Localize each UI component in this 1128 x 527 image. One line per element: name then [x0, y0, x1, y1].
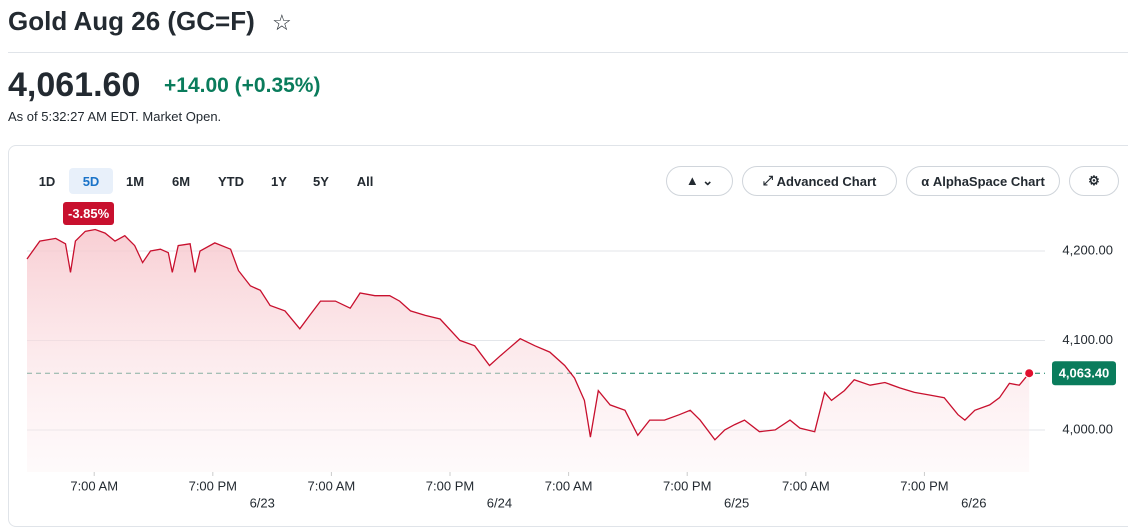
current-price-tag — [1052, 361, 1116, 386]
last-point — [1024, 368, 1035, 379]
range-button[interactable]: YTD — [218, 173, 244, 189]
y-tick-label: 4,000.00 — [1062, 421, 1113, 436]
range-button[interactable]: 6M — [171, 173, 191, 189]
x-tick-label: 7:00 PM — [189, 478, 237, 493]
area — [27, 229, 1030, 472]
change-group: +14.00 (+0.35%) — [164, 74, 320, 98]
x-tick-label: 7:00 AM — [545, 478, 593, 493]
advanced-chart-button[interactable]: ⤢ Advanced Chart — [742, 166, 897, 196]
page: Gold Aug 26 (GC=F) ☆ 4,061.60 +14.00 (+0… — [8, 6, 1128, 527]
chart: 4,000.00 4,100.00 4,200.00 7:00 AM 7:00 PM 7:… — [26, 228, 1116, 510]
x-tick-label: 7:00 AM — [308, 478, 356, 493]
watchlist-star[interactable]: ☆ — [272, 10, 292, 35]
range-button[interactable]: 1M — [125, 173, 145, 189]
x-tick-label: 7:00 AM — [782, 478, 830, 493]
current-price-label: 4,063.40 — [1059, 366, 1110, 381]
change: +14.00 — [164, 74, 229, 97]
y-tick-label: 4,200.00 — [1062, 242, 1113, 257]
price: 4,061.60 — [8, 66, 141, 104]
button-label: Advanced Chart — [776, 173, 877, 189]
date-tick-label: 6/26 — [961, 495, 986, 510]
x-tick-label: 7:00 PM — [663, 478, 711, 493]
range-button[interactable]: 5Y — [313, 173, 329, 189]
button-label: AlphaSpace Chart — [932, 173, 1045, 189]
change-badge: -3.85% — [63, 202, 115, 225]
alphaspace-chart-button[interactable]: α AlphaSpace Chart — [906, 166, 1060, 196]
range-button[interactable]: 1Y — [271, 173, 287, 189]
date-tick-label: 6/24 — [487, 495, 512, 510]
x-tick-label: 7:00 PM — [900, 478, 948, 493]
chart-type-button[interactable]: ▲ ⌄ — [666, 166, 733, 196]
range-button[interactable]: 5D — [69, 168, 113, 194]
title: Gold Aug 26 (GC=F) — [8, 6, 255, 36]
range-button[interactable]: All — [356, 173, 374, 189]
date-tick-label: 6/23 — [250, 495, 275, 510]
x-tick-label: 7:00 PM — [426, 478, 474, 493]
divider — [8, 52, 1128, 53]
price-line — [26, 228, 1030, 441]
date-tick-label: 6/25 — [724, 495, 749, 510]
x-tick-label: 7:00 AM — [70, 478, 118, 493]
change-percent: (+0.35%) — [234, 74, 321, 97]
y-tick-label: 4,100.00 — [1062, 332, 1113, 347]
settings-button[interactable]: ⚙ — [1069, 166, 1119, 196]
timestamp: As of 5:32:27 AM EDT. Market Open. — [8, 109, 222, 124]
range-button[interactable]: 1D — [38, 173, 56, 189]
